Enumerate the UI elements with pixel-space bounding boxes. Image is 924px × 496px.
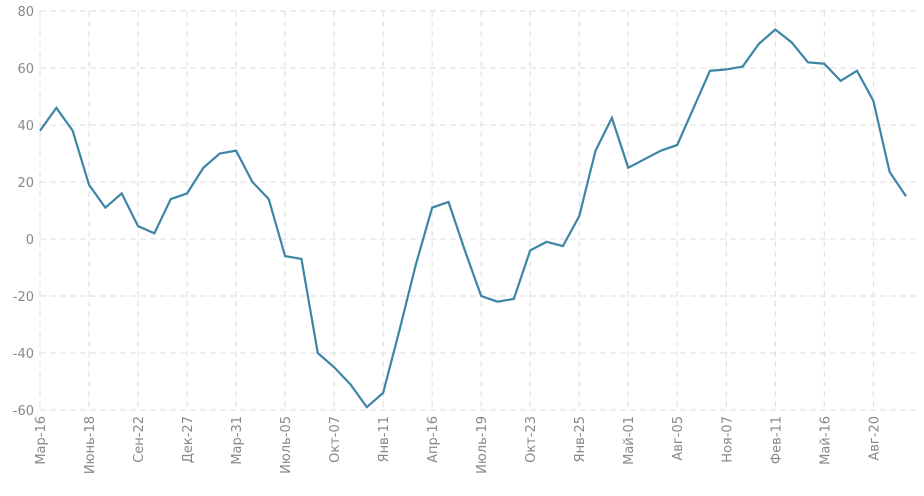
x-tick-label: Ноя-07 [720, 416, 735, 463]
y-tick-label: 60 [17, 62, 34, 77]
x-tick-label: Янв-25 [573, 416, 588, 462]
x-tick-label: Мар-31 [230, 416, 245, 465]
y-tick-label: 80 [17, 5, 34, 20]
x-tick-label: Дек-27 [181, 416, 196, 463]
y-tick-label: 40 [17, 119, 34, 134]
x-tick-label: Авг-05 [671, 416, 686, 461]
x-tick-label: Окт-07 [328, 416, 343, 463]
x-tick-label: Окт-23 [524, 416, 539, 463]
y-tick-label: 0 [26, 233, 34, 248]
x-tick-label: Июль-05 [279, 416, 294, 474]
y-tick-label: 20 [17, 176, 34, 191]
x-tick-label: Июнь-18 [83, 416, 98, 474]
x-tick-label: Сен-22 [132, 416, 147, 463]
x-tick-label: Янв-11 [377, 416, 392, 462]
x-tick-label: Мар-16 [34, 416, 49, 465]
x-tick-label: Фев-11 [769, 416, 784, 464]
line [39, 28, 907, 409]
x-tick-label: Май-01 [622, 416, 637, 465]
x-tick-label: Авг-20 [867, 416, 882, 461]
x-tick-label: Апр-16 [426, 416, 441, 463]
y-tick-label: -40 [13, 347, 34, 362]
y-tick-label: -20 [13, 290, 34, 305]
x-tick-label: Май-16 [818, 416, 833, 465]
x-tick-label: Июль-19 [475, 416, 490, 474]
y-tick-label: -60 [13, 404, 34, 419]
